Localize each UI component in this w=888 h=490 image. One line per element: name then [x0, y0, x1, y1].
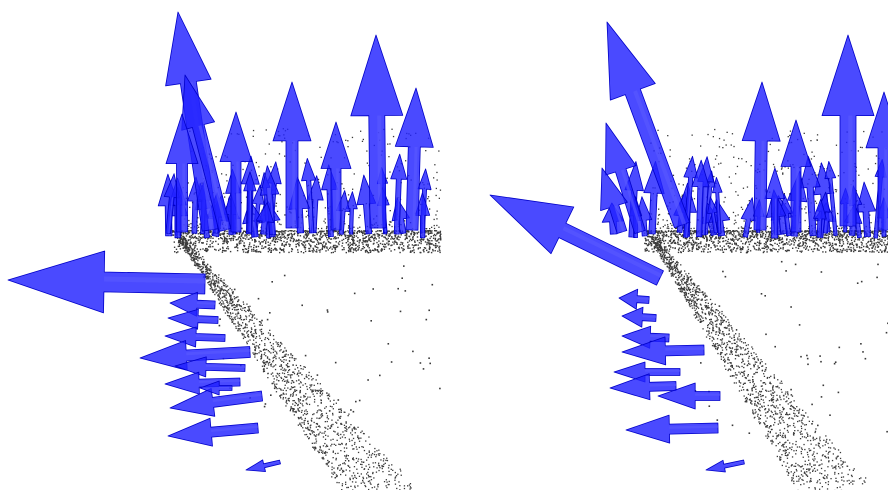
normal-arrow — [621, 325, 670, 349]
normal-arrow — [821, 34, 875, 227]
normal-arrow — [390, 153, 408, 235]
normal-arrow — [245, 459, 281, 473]
normal-arrow — [740, 197, 756, 238]
normal-arrow — [657, 382, 721, 410]
normal-arrow — [301, 157, 317, 234]
normal-arrow — [259, 165, 280, 236]
normal-arrow — [865, 91, 888, 231]
normal-arrow — [345, 191, 358, 235]
normal-arrow — [764, 167, 786, 239]
normal-arrow — [219, 111, 253, 233]
normal-arrow — [741, 81, 781, 231]
normal-arrow — [621, 336, 705, 366]
point-cloud-left — [7, 11, 442, 490]
normal-arrow — [7, 250, 206, 314]
normal-arrow — [621, 306, 657, 328]
normal-arrow — [691, 159, 710, 238]
normal-arrow — [167, 308, 219, 330]
panel-left — [7, 11, 442, 490]
normal-arrow — [824, 160, 838, 237]
normal-arrow — [855, 181, 876, 238]
normal-arrow — [605, 122, 646, 235]
normal-arrow — [255, 202, 275, 235]
normal-arrow — [606, 21, 690, 229]
normal-arrow — [609, 373, 677, 401]
normal-arrow — [705, 459, 745, 473]
panel-right — [444, 0, 888, 490]
normal-arrow — [489, 194, 664, 286]
normal-arrow — [169, 291, 216, 317]
normal-arrow — [243, 171, 257, 233]
normal-arrow — [167, 417, 259, 447]
normal-arrow — [779, 193, 794, 237]
normal-arrow — [613, 361, 681, 383]
normal-arrow — [181, 74, 232, 232]
normal-arrow — [272, 81, 312, 229]
normal-arrow — [711, 176, 723, 234]
normal-arrow — [163, 173, 180, 235]
normal-arrow — [600, 167, 628, 234]
normal-arrow — [164, 326, 226, 348]
normal-arrow — [350, 34, 404, 229]
normal-arrow — [165, 113, 199, 233]
normal-arrow — [780, 119, 812, 233]
normal-arrow — [813, 198, 827, 238]
normal-arrow — [618, 288, 650, 310]
normal-arrow — [174, 356, 246, 378]
normal-arrow — [707, 196, 719, 234]
normal-arrow — [169, 388, 264, 417]
normal-arrow — [799, 155, 821, 237]
normal-arrow — [394, 87, 434, 231]
point-cloud-right — [489, 21, 888, 490]
normal-arrow — [320, 121, 352, 231]
normal-arrow — [139, 340, 251, 371]
normal-arrow — [625, 414, 719, 444]
normal-arrow — [199, 380, 233, 396]
